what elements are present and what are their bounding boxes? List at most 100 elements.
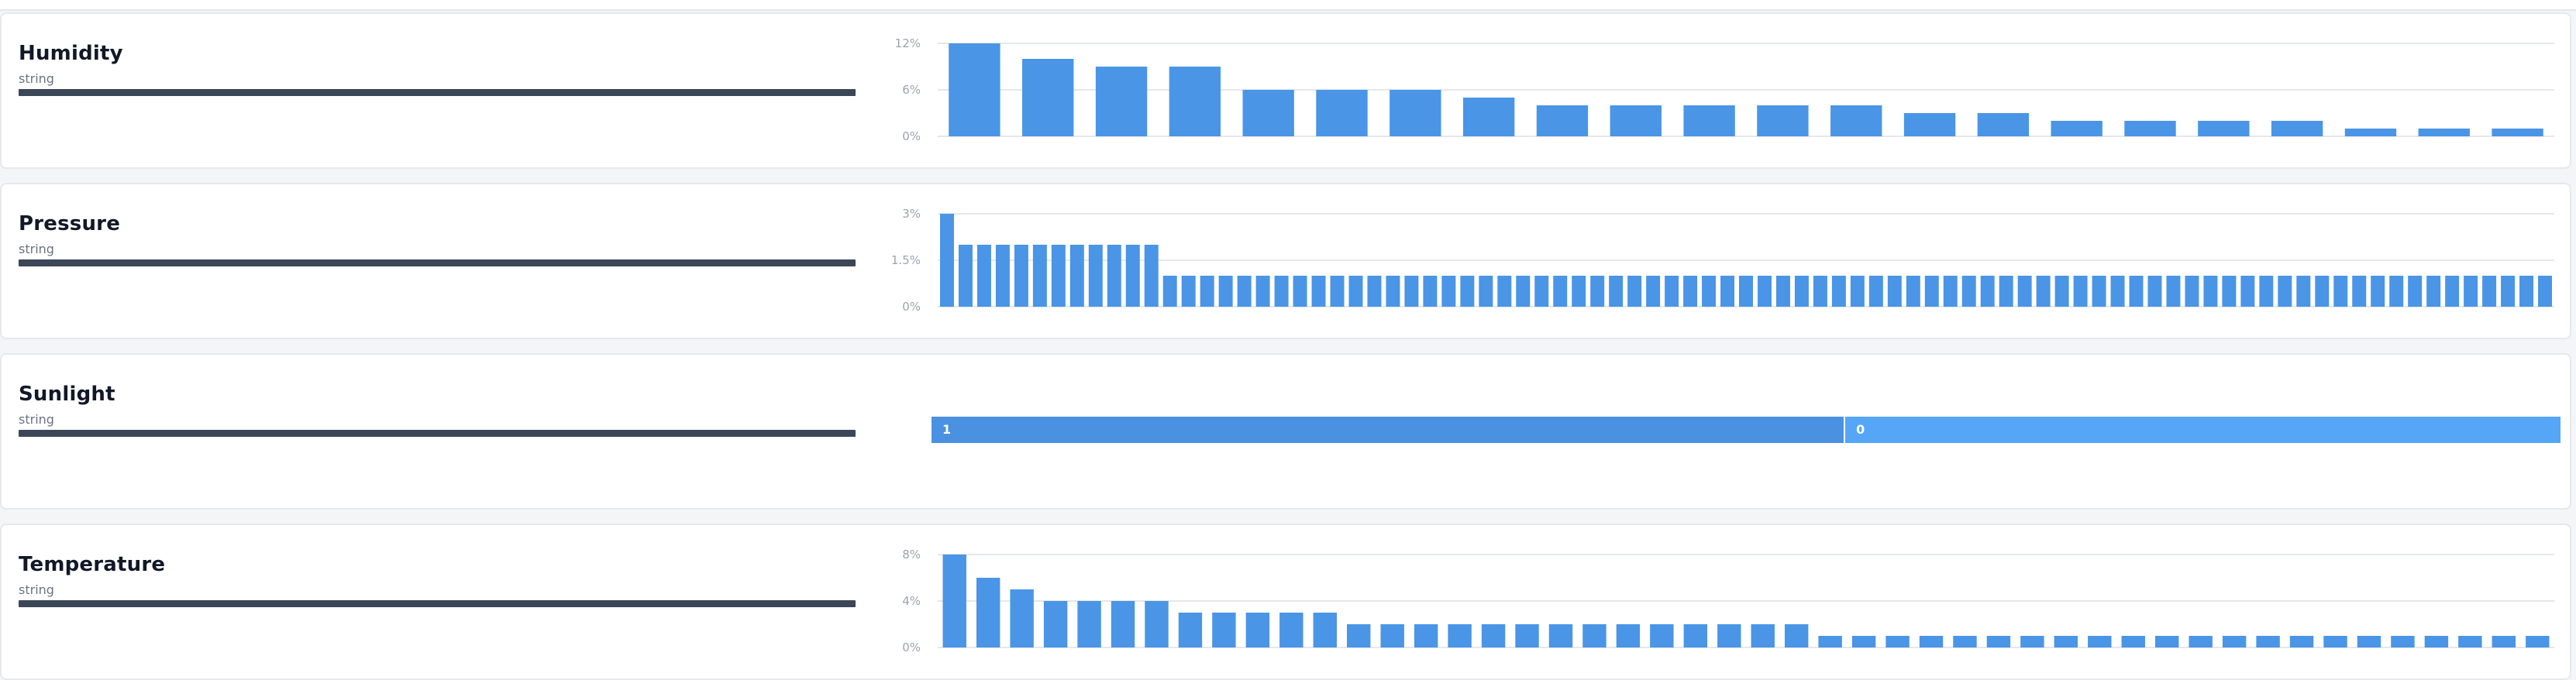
histogram-bar [2501,276,2516,307]
top-strip [0,0,2576,11]
temperature-histogram: 8% 4% 0% [902,548,2554,654]
y-tick-label: 0% [902,129,921,143]
histogram-bar [1441,276,1456,307]
histogram-bar [2344,129,2397,136]
histogram-bar [1665,276,1679,307]
column-type: string [19,242,54,256]
histogram-bar [1961,276,1976,307]
histogram-bar [2357,636,2381,647]
histogram-bar [2538,276,2553,307]
histogram-bar [2129,276,2144,307]
column-card-temperature: Temperature string 8% 4% 0% [0,524,2571,680]
histogram-bar [1775,276,1790,307]
histogram-bar [2352,276,2367,307]
histogram-bar [2315,276,2330,307]
histogram-bar [2198,121,2250,136]
histogram-bar [2036,276,2051,307]
histogram-bar [942,555,966,647]
histogram-bar [2408,276,2423,307]
histogram-bar [1212,613,1236,647]
histogram-bar [2222,276,2237,307]
histogram-bar [2088,636,2112,647]
y-tick-label: 3% [902,207,921,221]
histogram-bar [2124,121,2176,136]
histogram-bar [1242,90,1294,136]
histogram-bar [2391,636,2415,647]
histogram-bar [2426,276,2441,307]
histogram-bar [2222,636,2247,647]
histogram-bar [2492,636,2516,647]
category-label: 1 [942,422,952,437]
histogram-bar [1831,276,1846,307]
histogram-bar [1014,245,1028,307]
type-bar [19,430,856,437]
histogram-bar [1683,105,1735,136]
histogram-bar [1515,624,1539,647]
histogram-bar [1818,636,1842,647]
histogram-bar [1311,276,1326,307]
category-label: 0 [1856,422,1865,437]
histogram-bar [2389,276,2404,307]
histogram-bar [1462,98,1515,136]
histogram-bar [1414,624,1438,647]
histogram-bar [1316,90,1368,136]
column-card-pressure: Pressure string 3% 1.5% 0% [0,183,2571,339]
histogram-bar [939,214,954,307]
histogram-bar [1919,636,1944,647]
histogram-bar [1111,601,1135,647]
y-tick-label: 0% [902,300,921,314]
histogram-bar [1125,245,1140,307]
histogram-bar [2054,276,2069,307]
histogram-bar [1479,276,1493,307]
histogram-bar [2458,636,2482,647]
histogram-bar [1757,105,1809,136]
histogram-bar [1999,276,2013,307]
histogram-bar [1481,624,1506,647]
column-name: Pressure [19,212,121,235]
histogram-bar [1553,276,1568,307]
histogram-bar [2189,636,2213,647]
histogram-bar [2424,636,2449,647]
histogram-bar [2166,276,2181,307]
histogram-bar [1720,276,1735,307]
y-tick-label: 4% [902,594,921,608]
histogram-bar [2073,276,2088,307]
histogram-bar [1077,601,1101,647]
histogram-bar [1830,105,1882,136]
histogram-bar [1051,245,1066,307]
histogram-bar [1646,276,1661,307]
histogram-bar [1145,601,1169,647]
histogram-bar [1069,245,1084,307]
histogram-bar [2020,636,2044,647]
histogram-bar [1886,636,1910,647]
histogram-bar [1043,601,1068,647]
histogram-bar [1986,636,2011,647]
column-type: string [19,71,54,86]
histogram-bar [1757,276,1772,307]
y-tick-label: 8% [902,548,921,562]
histogram-bar [1717,624,1741,647]
histogram-bar [1460,276,1475,307]
histogram-bar [2110,276,2125,307]
histogram-bar [1380,624,1404,647]
histogram-bar [1386,276,1400,307]
column-card-humidity: Humidity string 12% 6% 0% [0,12,2571,169]
column-name: Temperature [19,553,166,576]
histogram-bar [2445,276,2460,307]
histogram-bar [1348,276,1363,307]
histogram-bar [2519,276,2534,307]
type-bar [19,89,856,96]
histogram-bar [1178,613,1203,647]
histogram-bar [1330,276,1345,307]
histogram-bar [976,245,991,307]
histogram-bar [1181,276,1196,307]
histogram-bar [2271,121,2323,136]
histogram-bar [1032,245,1047,307]
histogram-bar [958,245,973,307]
histogram-bar [1534,276,1549,307]
histogram-bar [1582,624,1607,647]
histogram-bar [1169,67,1221,136]
histogram-bar [1953,636,1977,647]
column-card-sunlight: Sunlight string 1 0 [0,353,2571,510]
histogram-bar [2278,276,2292,307]
